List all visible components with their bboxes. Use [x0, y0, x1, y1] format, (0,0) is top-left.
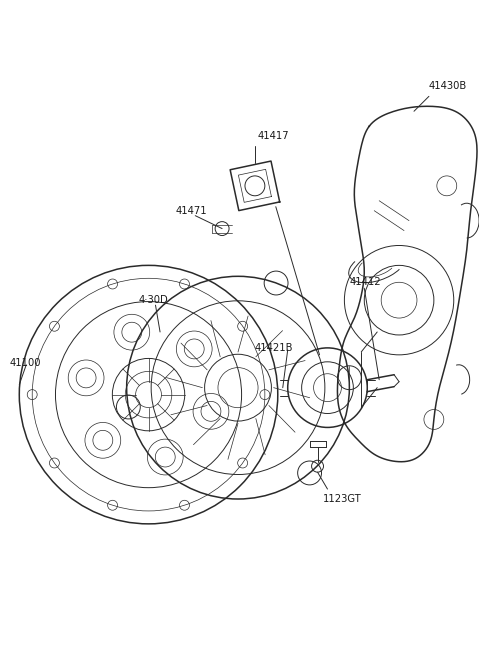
Text: 41421B: 41421B: [255, 343, 293, 353]
Text: 41412: 41412: [349, 277, 381, 287]
Text: 41417: 41417: [258, 131, 289, 141]
Text: 4·30D: 4·30D: [139, 295, 168, 305]
Text: 41100: 41100: [9, 358, 41, 368]
Text: 1123GT: 1123GT: [323, 494, 361, 504]
Text: 41430B: 41430B: [429, 81, 467, 91]
Text: 41471: 41471: [175, 206, 207, 215]
